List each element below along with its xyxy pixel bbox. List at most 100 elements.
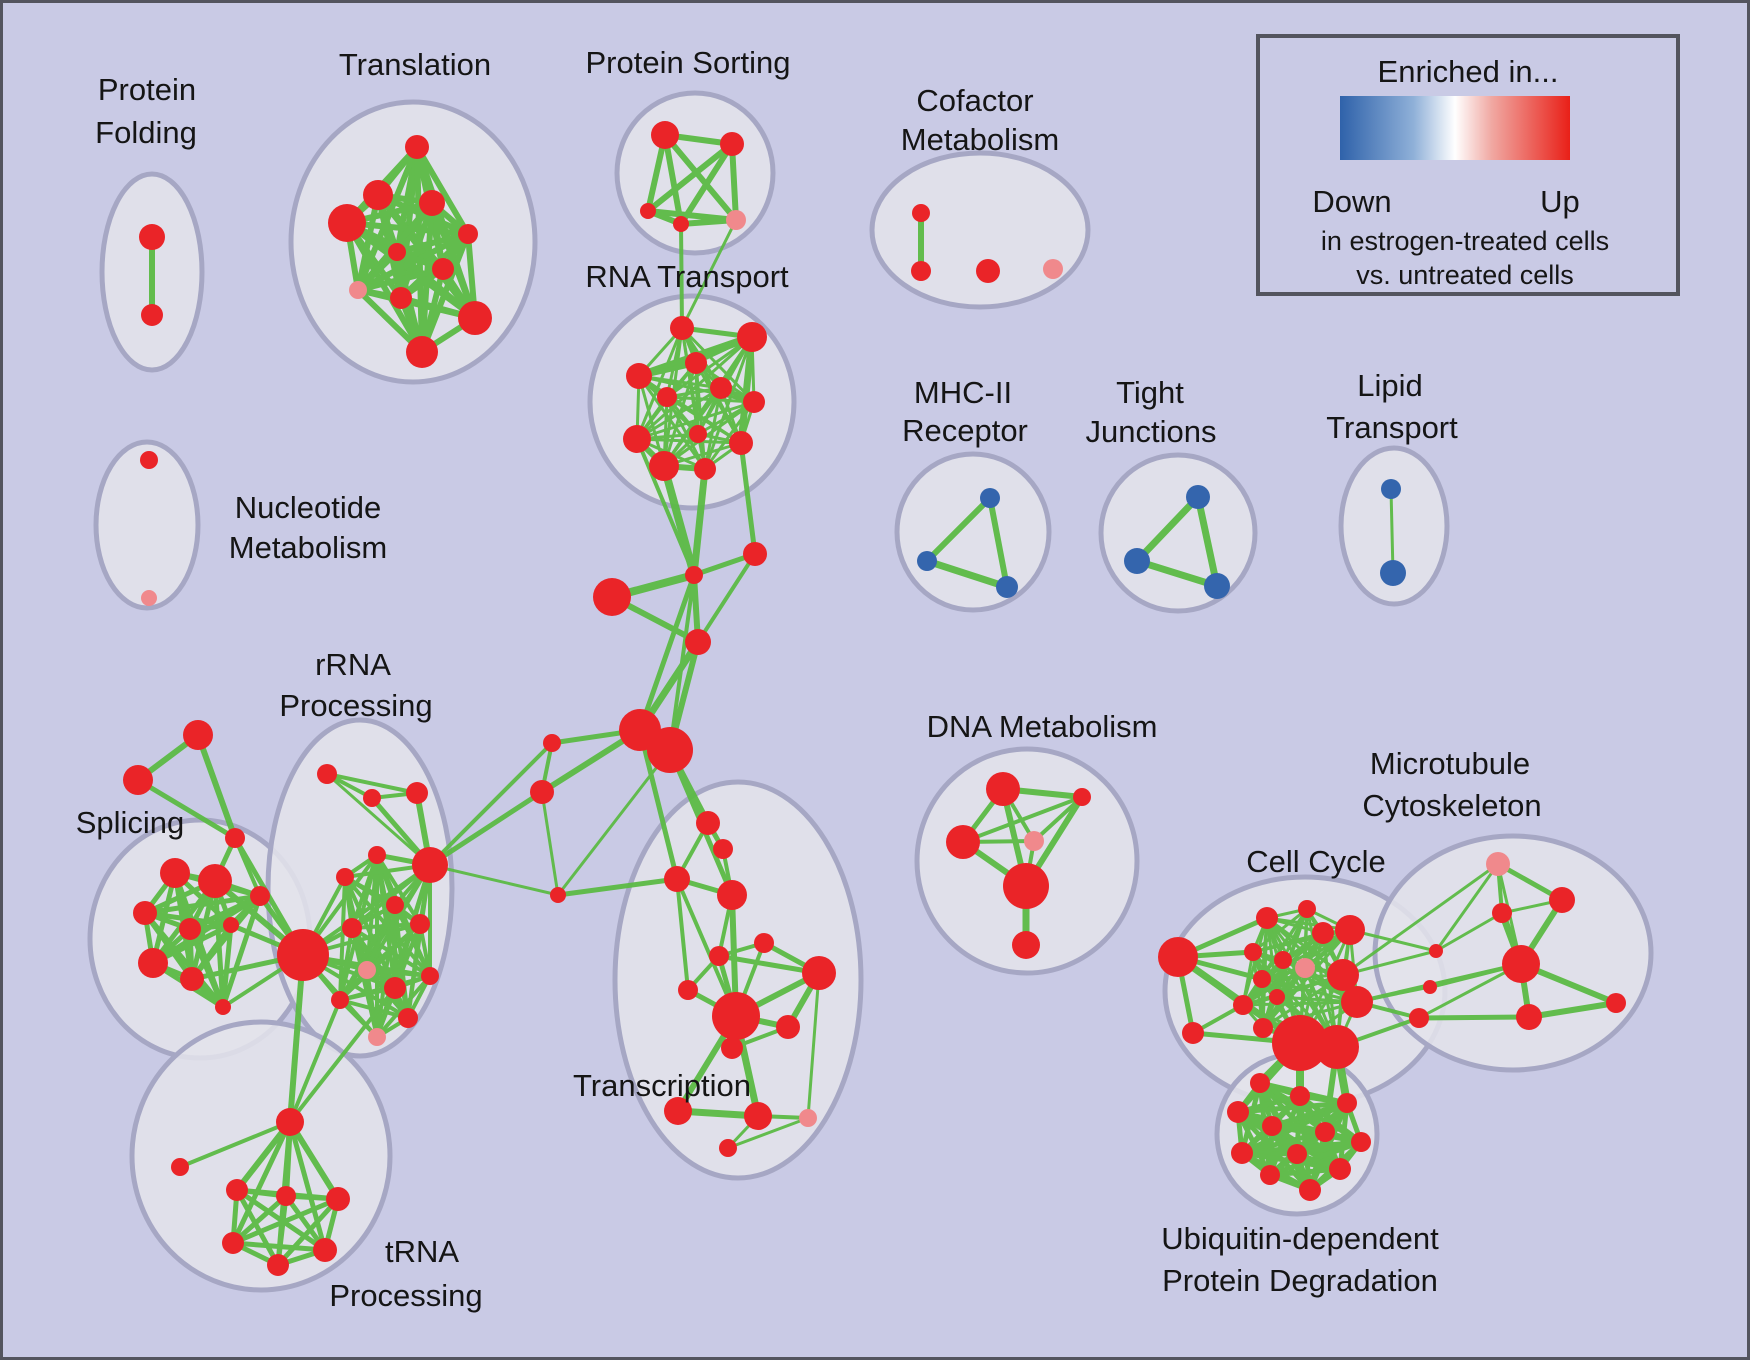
cell-cycle-node	[1409, 1008, 1429, 1028]
translation-edge	[414, 144, 471, 237]
legend-up-label: Up	[1540, 184, 1580, 219]
nucleotide-metabolism-label: Nucleotide	[235, 490, 381, 525]
backbone-edge	[637, 572, 697, 733]
dna-metabolism-node	[986, 772, 1020, 806]
inter-cluster-edge	[738, 440, 758, 557]
rrna-processing-edge	[338, 926, 354, 1002]
rrna-processing-edge	[325, 772, 419, 795]
rrna-processing-node	[336, 868, 354, 886]
ubiquitin-degradation-node	[1351, 1132, 1371, 1152]
cell-cycle-edge	[1241, 966, 1307, 1007]
splicing-edge	[135, 777, 238, 841]
rrna-processing-node	[410, 914, 430, 934]
mhc-ii-receptor-label: Receptor	[902, 413, 1028, 448]
splicing-node	[250, 886, 270, 906]
rrna-processing-edge	[393, 903, 410, 1020]
protein-sorting-node	[673, 216, 689, 232]
microtubule-cytoskeleton-node	[1606, 993, 1626, 1013]
microtubule-cytoskeleton-node	[1516, 1004, 1542, 1030]
cofactor-metabolism-boundary	[869, 150, 1091, 310]
inter-cluster-edge	[1434, 862, 1500, 953]
rna-transport-node	[670, 316, 694, 340]
lipid-transport-boundary	[1338, 445, 1450, 607]
trna-processing-node	[276, 1186, 296, 1206]
ubiquitin-degradation-node	[1329, 1158, 1351, 1180]
nucleotide-metabolism-node	[141, 590, 157, 606]
ubiquitin-degradation-node	[1231, 1142, 1253, 1164]
translation-node	[432, 258, 454, 280]
rrna-processing-node	[363, 789, 381, 807]
trna-processing-edge	[234, 1187, 281, 1268]
transcription-edge	[806, 971, 821, 1120]
rrna-processing-label: rRNA	[315, 647, 391, 682]
rrna-processing-node	[384, 977, 406, 999]
mhc-ii-receptor-boundary	[894, 451, 1052, 613]
trna-processing-node	[267, 1254, 289, 1276]
inter-cluster-edge	[635, 437, 696, 577]
inter-cluster-edge	[637, 727, 680, 882]
protein-sorting-node	[640, 203, 656, 219]
trna-processing-edge	[230, 1196, 341, 1246]
transcription-node	[664, 1097, 692, 1125]
ubiquitin-degradation-node	[1287, 1144, 1307, 1164]
transcription-node	[744, 1102, 772, 1130]
microtubule-cytoskeleton-node	[1549, 887, 1575, 913]
transcription-node	[754, 933, 774, 953]
rrna-processing-edge	[406, 922, 422, 1020]
mhc-ii-receptor-node	[980, 488, 1000, 508]
dna-metabolism-node	[1003, 863, 1049, 909]
rrna-processing-edge	[338, 903, 397, 1002]
backbone-node	[593, 578, 631, 616]
cell-cycle-edge	[1261, 1000, 1359, 1030]
translation-node	[363, 180, 393, 210]
inter-cluster-edge	[1341, 862, 1500, 977]
transcription-node	[719, 1139, 737, 1157]
transcription-node	[696, 811, 720, 835]
trna-processing-edge	[234, 1119, 293, 1193]
splicing-node	[198, 864, 232, 898]
cell-cycle-node	[1315, 1025, 1359, 1069]
rna-transport-edge	[662, 400, 756, 468]
splicing-node	[180, 967, 204, 991]
cofactor-metabolism-node	[1043, 259, 1063, 279]
cofactor-metabolism-label: Metabolism	[901, 122, 1060, 157]
rna-transport-label: RNA Transport	[585, 259, 789, 294]
translation-node	[458, 301, 492, 335]
backbone-node	[530, 780, 554, 804]
ubiquitin-degradation-node	[1260, 1165, 1280, 1185]
inter-cluster-edge	[287, 952, 306, 1125]
rna-transport-node	[743, 391, 765, 413]
rna-transport-edge	[635, 326, 684, 441]
protein-folding-node	[139, 224, 165, 250]
cell-cycle-node	[1429, 944, 1443, 958]
trna-processing-edge	[230, 1193, 289, 1246]
splicing-edge	[142, 910, 226, 1010]
rna-transport-node	[623, 425, 651, 453]
protein-sorting-label: Protein Sorting	[585, 45, 790, 80]
tight-junctions-node	[1124, 548, 1150, 574]
ubiquitin-degradation-node	[1299, 1179, 1321, 1201]
tight-junctions-node	[1204, 573, 1230, 599]
rna-transport-edge	[703, 400, 756, 471]
legend: Enriched in... Down Up in estrogen-treat…	[1256, 34, 1680, 296]
lipid-transport-label: Transport	[1326, 410, 1458, 445]
cofactor-metabolism-node	[976, 259, 1000, 283]
translation-edge	[429, 200, 478, 321]
ubiquitin-degradation-node	[1227, 1101, 1249, 1123]
cell-cycle-node	[1272, 1015, 1328, 1071]
splicing-node	[179, 918, 201, 940]
rrna-processing-node	[398, 1008, 418, 1028]
rrna-processing-node	[331, 991, 349, 1009]
rrna-processing-node	[368, 846, 386, 864]
rna-transport-node	[649, 451, 679, 481]
cofactor-metabolism-node	[911, 261, 931, 281]
mhc-ii-receptor-node	[996, 576, 1018, 598]
protein-sorting-edge	[662, 132, 684, 227]
microtubule-cytoskeleton-label: Cytoskeleton	[1362, 788, 1541, 823]
rna-transport-edge	[703, 386, 723, 471]
ubiquitin-degradation-node	[1315, 1122, 1335, 1142]
translation-node	[349, 281, 367, 299]
translation-edge	[355, 249, 400, 293]
lipid-transport-node	[1381, 479, 1401, 499]
protein-folding-label: Protein	[98, 72, 196, 107]
